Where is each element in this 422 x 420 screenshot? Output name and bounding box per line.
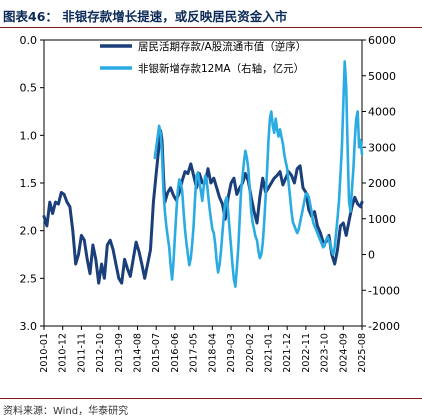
left-tick-label: 0.5 xyxy=(20,82,38,95)
x-tick-label: 2010-01 xyxy=(39,333,50,373)
right-tick-label: 4000 xyxy=(368,106,396,119)
title-rule xyxy=(0,27,422,28)
left-tick-label: 3.0 xyxy=(20,320,38,333)
series-line-deposit-ratio xyxy=(42,129,364,285)
title-bar: 图表46： 非银存款增长提速，或反映居民资金入市 xyxy=(0,0,422,30)
right-tick-label: -1000 xyxy=(368,284,400,297)
x-tick-label: 2021-12 xyxy=(282,333,293,373)
dual-axis-line-chart: 0.0 0.5 1.0 1.5 2.0 2.5 3.0 6000 5000 4000 3000 200… xyxy=(20,34,400,373)
legend-label: 居民活期存款/A股流通市值（逆序） xyxy=(138,40,306,53)
x-tick-label: 2019-03 xyxy=(226,333,237,373)
x-tick-label: 2018-04 xyxy=(207,333,218,373)
x-tick-label: 2011-11 xyxy=(76,333,87,373)
source-rule xyxy=(0,398,422,399)
right-tick-label: 2000 xyxy=(368,177,396,190)
x-tick-label: 2021-01 xyxy=(263,333,274,373)
x-tick-label: 2015-07 xyxy=(151,333,162,373)
figure-title: 图表46： 非银存款增长提速，或反映居民资金入市 xyxy=(3,9,288,24)
x-tick-label: 2016-06 xyxy=(170,333,181,373)
left-tick-label: 2.5 xyxy=(20,272,38,285)
x-tick-label: 2010-12 xyxy=(58,333,69,373)
left-tick-label: 0.0 xyxy=(20,34,38,47)
x-tick-label: 2012-10 xyxy=(95,333,106,373)
right-tick-label: 5000 xyxy=(368,70,396,83)
x-tick-label: 2022-11 xyxy=(301,333,312,373)
x-tick-label: 2025-08 xyxy=(357,333,368,373)
x-tick-label: 2013-09 xyxy=(114,333,125,373)
x-tick-label: 2017-05 xyxy=(189,333,200,373)
x-tick-label: 2024-09 xyxy=(338,333,349,373)
left-tick-label: 1.5 xyxy=(20,177,38,190)
left-tick-label: 2.0 xyxy=(20,225,38,238)
right-tick-label: 0 xyxy=(368,249,375,262)
source-note: 资料来源：Wind，华泰研究 xyxy=(3,406,129,417)
x-tick-label: 2014-08 xyxy=(133,333,144,373)
legend-label: 非银新增存款12MA（右轴，亿元） xyxy=(138,62,304,75)
series-line-nonbank-deposits xyxy=(153,60,364,288)
right-tick-label: 6000 xyxy=(368,34,396,47)
right-tick-label: 3000 xyxy=(368,141,396,154)
right-tick-label: 1000 xyxy=(368,213,396,226)
left-tick-label: 1.0 xyxy=(20,129,38,142)
x-tick-label: 2023-10 xyxy=(320,333,331,373)
x-tick-label: 2020-02 xyxy=(245,333,256,373)
right-tick-label: -2000 xyxy=(368,320,400,333)
